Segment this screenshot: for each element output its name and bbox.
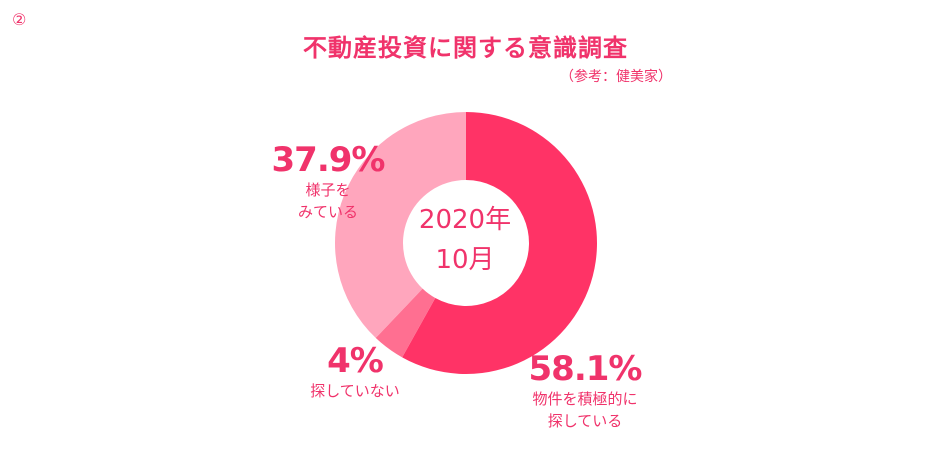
slice-label-not-searching: 4% 探していない bbox=[300, 342, 410, 402]
center-label-month: 10月 bbox=[435, 245, 495, 275]
slice-percent: 4% bbox=[327, 341, 384, 381]
slice-label-actively-searching: 58.1% 物件を積極的に 探している bbox=[515, 350, 655, 432]
slice-label-watching: 37.9% 様子を みている bbox=[268, 141, 388, 223]
donut-slice-2 bbox=[335, 112, 466, 338]
slice-percent: 58.1% bbox=[528, 349, 643, 389]
donut-slice-1 bbox=[375, 288, 436, 358]
center-label-year: 2020年 bbox=[418, 205, 512, 235]
figure-number-badge: ② bbox=[12, 10, 27, 29]
slice-description: 物件を積極的に 探している bbox=[532, 390, 638, 430]
donut-slice-0 bbox=[402, 112, 597, 374]
slice-percent: 37.9% bbox=[271, 140, 386, 180]
center-label: 2020年 10月 bbox=[405, 200, 525, 280]
slice-description: 様子を みている bbox=[297, 181, 358, 221]
slice-description: 探していない bbox=[310, 382, 400, 400]
chart-source: （参考：健美家） bbox=[560, 69, 672, 85]
chart-title: 不動産投資に関する意識調査 bbox=[303, 34, 628, 62]
